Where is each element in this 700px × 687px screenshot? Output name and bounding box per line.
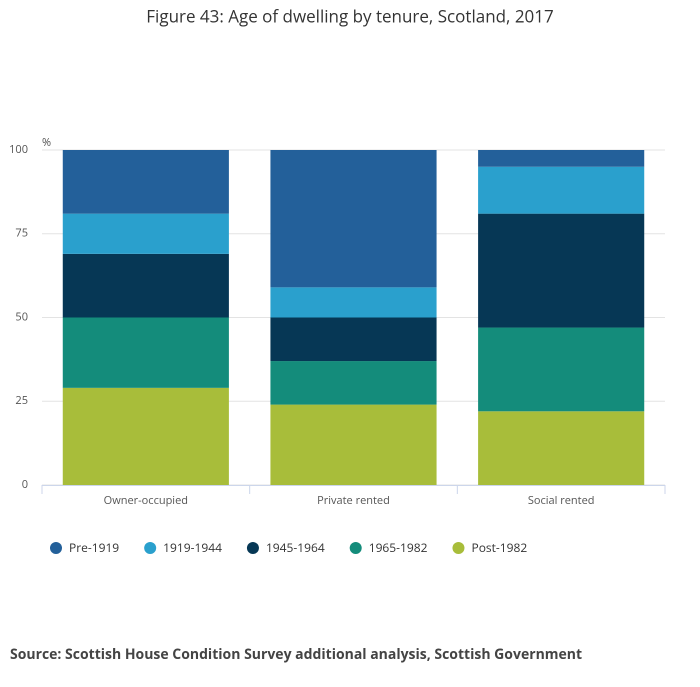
bar-segment [62,150,229,214]
x-tick-label: Private rented [317,493,390,508]
bar-segment [270,361,437,405]
bar-segment [478,150,645,167]
bar-segment [478,213,645,328]
legend-label: 1965-1982 [369,539,428,556]
x-tick-label: Social rented [528,493,595,508]
legend-label: 1919-1944 [163,539,222,556]
legend-marker [144,542,157,554]
y-tick-label: 25 [15,393,28,408]
legend-label: Post-1982 [471,539,527,556]
y-tick-label: 50 [15,309,28,324]
y-axis-label: % [42,135,51,150]
bar-segment [62,213,229,254]
bar-segment [478,327,645,412]
y-tick-label: 0 [22,477,28,492]
chart-title: Figure 43: Age of dwelling by tenure, Sc… [146,5,553,28]
legend-label: 1945-1964 [266,539,325,556]
bar-segment [62,387,229,485]
legend-label: Pre-1919 [69,539,119,556]
x-tick-label: Owner-occupied [104,493,188,508]
legend-marker [452,542,465,554]
bar-segment [62,253,229,318]
legend-marker [50,542,62,554]
bar-segment [270,150,437,288]
bar-segment [478,166,645,214]
y-tick-label: 75 [15,226,28,241]
bar-segment [270,404,437,485]
bar-segment [478,411,645,485]
bar-segment [270,317,437,362]
y-tick-label: 100 [9,142,28,157]
source: Source: Scottish House Condition Survey … [10,645,582,664]
bar-segment [62,317,229,388]
legend-marker [349,542,362,554]
legend-marker [246,542,259,554]
bar-segment [270,287,437,318]
